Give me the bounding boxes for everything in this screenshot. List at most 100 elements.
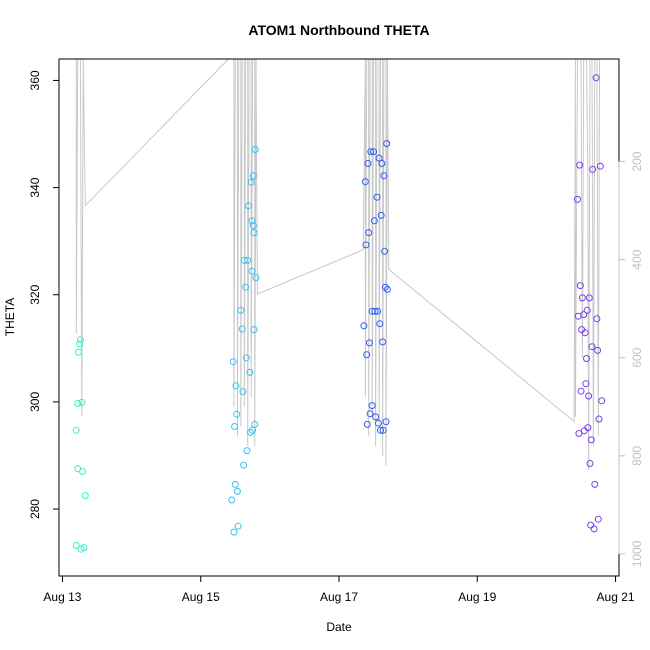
data-point xyxy=(371,307,379,315)
data-point xyxy=(246,368,254,376)
data-point xyxy=(242,354,250,362)
data-point xyxy=(588,343,596,351)
data-point xyxy=(247,428,254,436)
data-point xyxy=(80,544,88,552)
data-point xyxy=(370,217,378,225)
data-point xyxy=(598,397,606,405)
data-point xyxy=(586,460,594,467)
data-point xyxy=(574,195,581,203)
data-point xyxy=(377,426,384,434)
data-point xyxy=(363,420,371,428)
y2-tick-label: 400 xyxy=(630,249,644,269)
data-point xyxy=(593,315,601,323)
data-point xyxy=(78,398,86,406)
data-point xyxy=(576,282,584,290)
data-point xyxy=(363,351,371,359)
y-tick-label: 360 xyxy=(28,70,42,90)
data-point xyxy=(234,522,242,530)
data-point xyxy=(368,402,376,410)
data-point xyxy=(79,468,86,475)
pressure-line-path xyxy=(75,58,601,471)
x-tick-label: Aug 19 xyxy=(458,590,496,604)
data-point xyxy=(249,172,257,180)
data-point xyxy=(74,348,82,356)
data-point xyxy=(580,311,588,319)
data-point xyxy=(591,480,599,488)
data-point xyxy=(361,178,369,186)
data-point xyxy=(383,140,391,148)
data-point xyxy=(232,382,240,390)
x-tick-label: Aug 21 xyxy=(597,590,635,604)
series-4 xyxy=(574,74,606,533)
data-point xyxy=(589,165,597,173)
data-point xyxy=(229,358,237,366)
data-point xyxy=(378,160,386,167)
data-point xyxy=(380,172,388,180)
data-point xyxy=(228,496,236,504)
data-point xyxy=(239,388,247,396)
data-point xyxy=(590,525,598,533)
series-2 xyxy=(228,146,260,536)
data-point xyxy=(248,217,256,225)
data-point xyxy=(76,336,84,344)
data-point xyxy=(583,306,591,314)
data-point xyxy=(582,380,590,388)
data-point xyxy=(376,320,384,328)
data-point xyxy=(72,426,80,434)
data-point xyxy=(575,430,583,437)
y2-axis: 200 400 600 800 1000 xyxy=(618,151,644,567)
data-point xyxy=(367,148,375,156)
data-point xyxy=(231,480,239,488)
data-point xyxy=(252,274,260,282)
data-point xyxy=(375,154,383,162)
data-point xyxy=(584,424,592,432)
data-point xyxy=(248,267,256,275)
data-point xyxy=(364,160,372,167)
data-point xyxy=(233,487,241,495)
data-point xyxy=(373,193,381,201)
x-axis-label: Date xyxy=(326,620,352,634)
y2-tick-label: 600 xyxy=(630,347,644,367)
chart-title: ATOM1 Northbound THETA xyxy=(248,22,429,38)
data-point xyxy=(383,285,391,293)
data-point xyxy=(240,461,248,469)
data-point xyxy=(594,515,602,523)
data-point xyxy=(577,387,585,395)
data-point xyxy=(240,256,248,264)
data-point xyxy=(596,162,604,170)
data-point xyxy=(250,229,258,237)
data-point xyxy=(595,415,603,423)
data-point xyxy=(230,528,238,536)
series-3 xyxy=(360,140,391,434)
y2-tick-label: 200 xyxy=(630,151,644,171)
data-point xyxy=(74,400,82,407)
data-point xyxy=(382,418,390,426)
data-point xyxy=(231,423,239,430)
data-point xyxy=(233,410,241,418)
data-point xyxy=(370,148,378,156)
data-point xyxy=(81,492,89,500)
data-point xyxy=(576,161,584,169)
data-point xyxy=(381,283,389,291)
x-axis: Aug 13 Aug 15 Aug 17 Aug 19 Aug 21 xyxy=(43,576,635,604)
data-point xyxy=(238,325,246,333)
data-point xyxy=(237,306,245,314)
data-point xyxy=(242,283,250,291)
data-point xyxy=(244,256,252,264)
series-1 xyxy=(72,336,89,553)
x-tick-label: Aug 13 xyxy=(43,590,81,604)
data-point xyxy=(372,413,380,421)
data-point xyxy=(585,392,593,400)
data-point xyxy=(592,74,600,82)
data-points xyxy=(72,74,606,553)
x-tick-label: Aug 17 xyxy=(320,590,358,604)
data-point xyxy=(379,426,387,434)
data-point xyxy=(249,222,257,230)
y-tick-label: 320 xyxy=(28,284,42,304)
y-tick-label: 340 xyxy=(28,177,42,197)
data-point xyxy=(250,326,258,334)
data-point xyxy=(583,355,590,362)
data-point xyxy=(585,294,593,302)
data-point xyxy=(366,410,374,418)
